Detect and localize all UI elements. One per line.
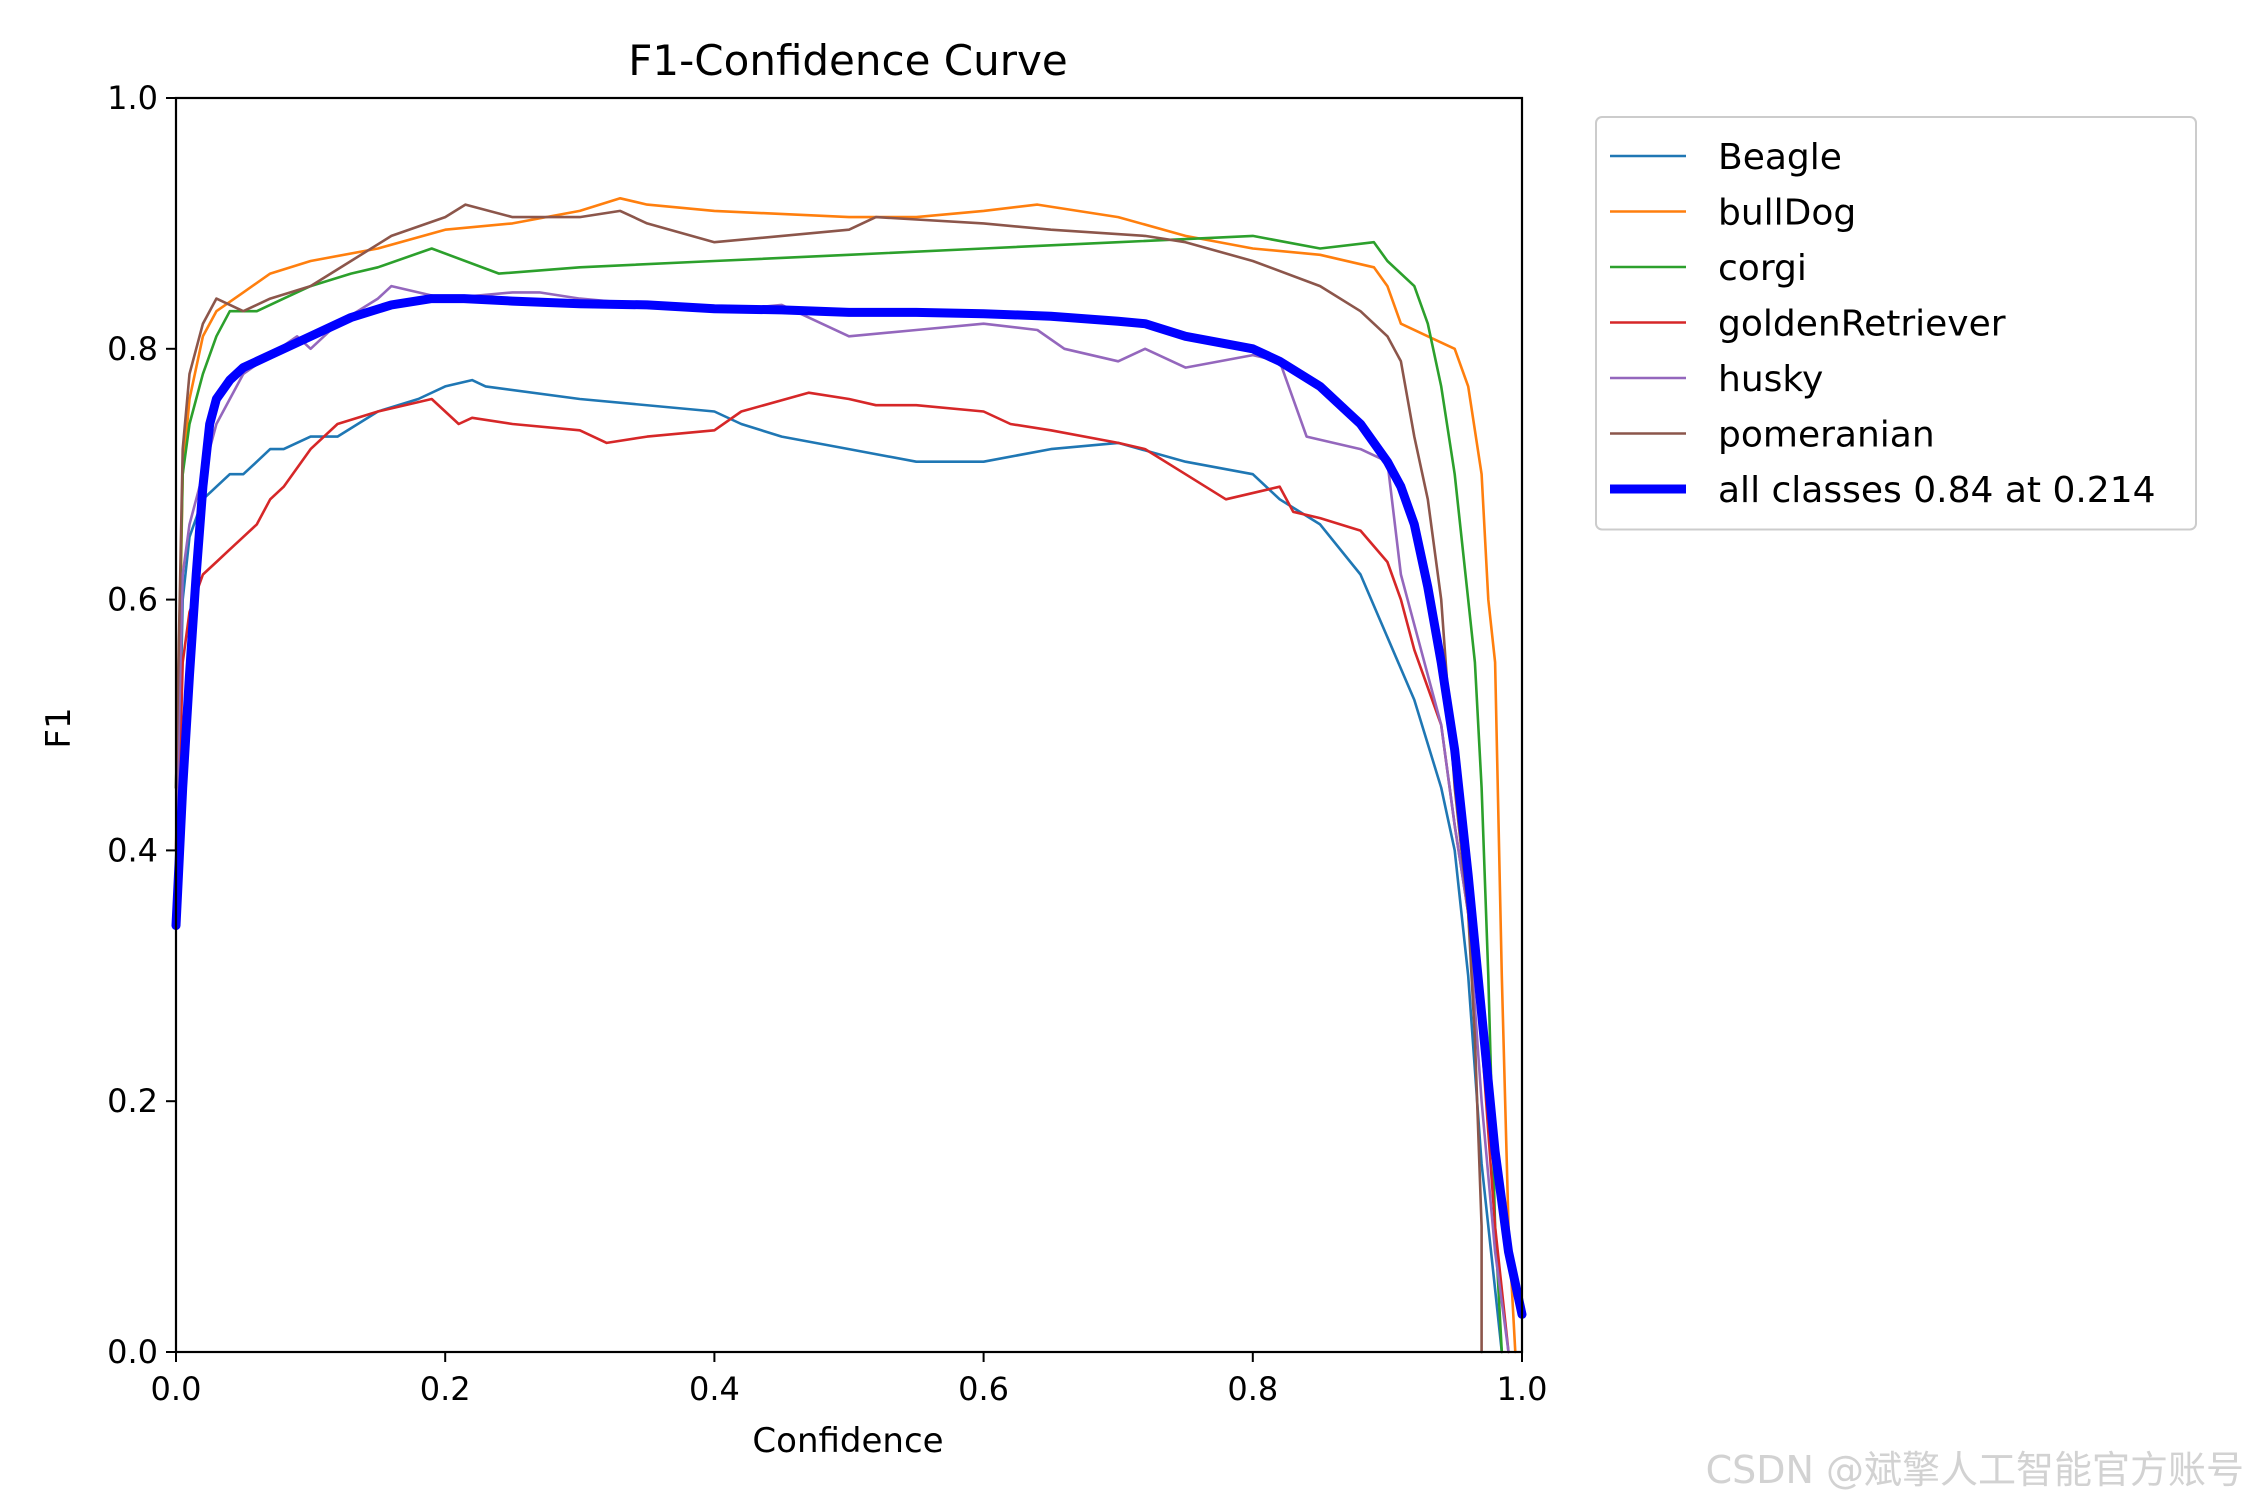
x-tick-label: 0.6 bbox=[958, 1370, 1009, 1408]
x-tick-label: 0.8 bbox=[1227, 1370, 1278, 1408]
watermark-text: CSDN @斌擎人工智能官方账号 bbox=[1705, 1448, 2244, 1492]
series-line-bulldog bbox=[174, 197, 1517, 1354]
legend-label: bullDog bbox=[1718, 193, 1856, 234]
series-line-corgi bbox=[174, 234, 1504, 1354]
chart-title: F1-Confidence Curve bbox=[628, 36, 1067, 85]
plot-area: 0.0 0.2 0.4 0.6 0.8 1.0 0.0 0.2 0.4 0.6 0.8 1.0 bbox=[107, 79, 1547, 1408]
x-tick-label: 0.4 bbox=[689, 1370, 740, 1408]
y-tick-label: 0.0 bbox=[107, 1333, 158, 1371]
series-line-pomeranian bbox=[174, 203, 1483, 1354]
legend-label: goldenRetriever bbox=[1718, 304, 2006, 345]
legend-box bbox=[1595, 116, 2197, 531]
x-tick-label: 1.0 bbox=[1497, 1370, 1548, 1408]
series-line-beagle bbox=[174, 378, 1504, 1354]
x-tick-label: 0.0 bbox=[151, 1370, 202, 1408]
legend-label: corgi bbox=[1718, 248, 1807, 289]
legend-label: all classes 0.84 at 0.214 bbox=[1718, 470, 2156, 511]
y-tick-label: 0.4 bbox=[107, 831, 158, 869]
x-axis-label: Confidence bbox=[752, 1421, 943, 1461]
legend-label: husky bbox=[1718, 359, 1823, 400]
legend-label: Beagle bbox=[1718, 137, 1842, 178]
series-line-goldenretriever bbox=[174, 391, 1510, 1354]
y-axis-label: F1 bbox=[39, 707, 79, 748]
y-tick-label: 0.6 bbox=[107, 581, 158, 619]
y-tick-label: 1.0 bbox=[107, 79, 158, 117]
series-line-all-classes-0-84-at-0-214 bbox=[171, 294, 1527, 1319]
legend: Beagle bullDog corgi goldenRetriever husky po… bbox=[1595, 116, 2197, 531]
y-tick-label: 0.2 bbox=[107, 1082, 158, 1120]
y-tick-label: 0.8 bbox=[107, 330, 158, 368]
legend-label: pomeranian bbox=[1718, 415, 1935, 456]
plot-frame bbox=[174, 96, 1524, 1354]
x-tick-label: 0.2 bbox=[420, 1370, 471, 1408]
